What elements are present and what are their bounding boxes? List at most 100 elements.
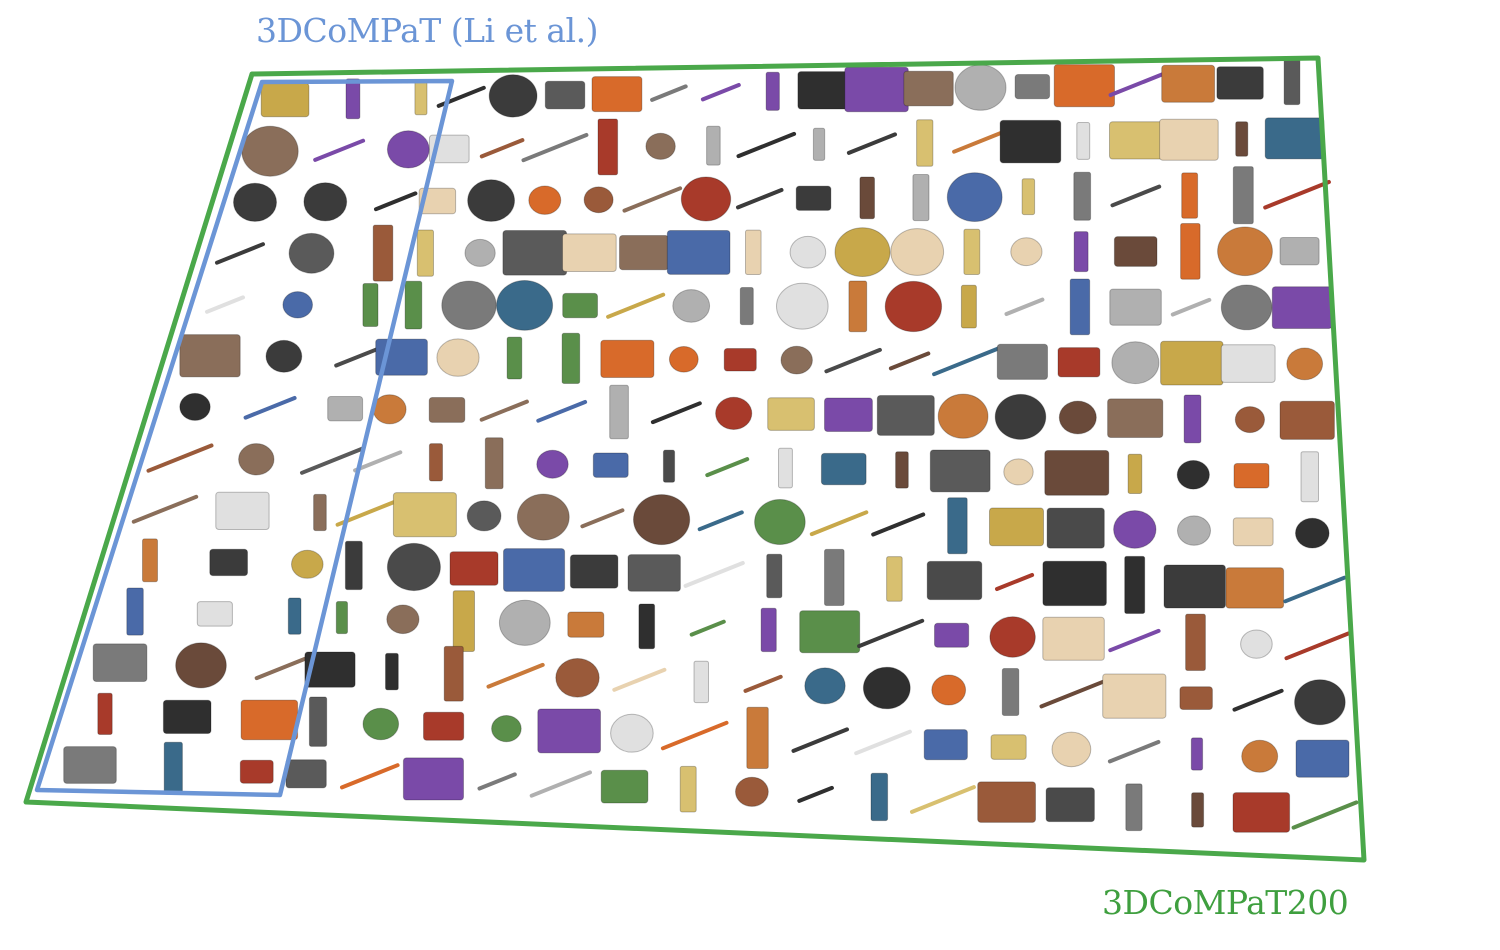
object-thumbnail bbox=[689, 619, 726, 637]
object-thumbnail bbox=[196, 601, 233, 627]
object-thumbnail bbox=[824, 397, 873, 432]
object-thumbnail bbox=[418, 187, 457, 215]
object-thumbnail bbox=[960, 284, 977, 329]
object-thumbnail bbox=[1069, 278, 1091, 336]
object-thumbnail bbox=[466, 500, 502, 532]
object-thumbnail bbox=[679, 765, 697, 813]
object-thumbnail bbox=[209, 548, 249, 577]
object-thumbnail bbox=[1176, 460, 1210, 490]
object-thumbnail bbox=[932, 346, 1000, 377]
object-thumbnail bbox=[1113, 236, 1158, 267]
object-thumbnail bbox=[491, 715, 522, 743]
object-thumbnail bbox=[1279, 400, 1335, 440]
object-thumbnail bbox=[516, 493, 570, 541]
object-thumbnail bbox=[1279, 237, 1320, 266]
object-thumbnail bbox=[555, 658, 600, 698]
object-thumbnail bbox=[340, 763, 400, 790]
object-thumbnail bbox=[739, 287, 754, 326]
object-thumbnail bbox=[766, 553, 783, 599]
object-thumbnail bbox=[668, 346, 699, 373]
object-thumbnail bbox=[848, 280, 868, 333]
object-thumbnail bbox=[1076, 122, 1091, 160]
object-thumbnail bbox=[1051, 731, 1092, 768]
object-thumbnail bbox=[1109, 288, 1162, 326]
object-thumbnail bbox=[282, 291, 314, 319]
object-thumbnail bbox=[650, 84, 688, 102]
object-thumbnail bbox=[1295, 517, 1330, 549]
object-thumbnail bbox=[291, 549, 324, 579]
object-thumbnail bbox=[884, 280, 943, 333]
object-thumbnail bbox=[1284, 631, 1351, 661]
object-thumbnail bbox=[374, 191, 418, 212]
object-thumbnail bbox=[428, 443, 443, 482]
object-thumbnail bbox=[428, 397, 466, 423]
object-thumbnail bbox=[287, 597, 302, 635]
object-thumbnail bbox=[923, 729, 968, 761]
object-thumbnail bbox=[597, 118, 619, 176]
object-thumbnail bbox=[622, 186, 683, 213]
object-thumbnail bbox=[1240, 629, 1273, 659]
object-thumbnail bbox=[479, 138, 525, 159]
object-thumbnail bbox=[612, 667, 667, 692]
object-thumbnail bbox=[1300, 451, 1319, 503]
object-thumbnail bbox=[834, 227, 891, 278]
object-thumbnail bbox=[205, 295, 245, 314]
object-thumbnail bbox=[1220, 284, 1273, 331]
object-thumbnail bbox=[562, 233, 617, 272]
object-thumbnail bbox=[484, 437, 504, 490]
object-thumbnail bbox=[1108, 72, 1164, 97]
object-thumbnail bbox=[260, 82, 310, 118]
object-thumbnail bbox=[765, 71, 780, 111]
object-thumbnail bbox=[791, 727, 849, 753]
object-thumbnail bbox=[1042, 560, 1107, 607]
object-thumbnail bbox=[215, 491, 270, 531]
object-thumbnail bbox=[767, 397, 815, 431]
outer-dataset-label: 3DCoMPaT200 bbox=[1102, 883, 1349, 922]
object-thumbnail bbox=[789, 235, 827, 269]
object-thumbnail bbox=[146, 443, 214, 473]
object-thumbnail bbox=[1180, 223, 1201, 280]
object-thumbnail bbox=[580, 508, 625, 529]
object-thumbnail bbox=[583, 186, 614, 214]
object-thumbnail bbox=[131, 494, 199, 524]
object-thumbnail bbox=[498, 599, 551, 646]
object-thumbnail bbox=[1216, 66, 1264, 100]
object-thumbnail bbox=[895, 451, 909, 489]
object-thumbnail bbox=[890, 228, 945, 276]
object-thumbnail bbox=[569, 554, 619, 589]
object-thumbnail bbox=[638, 603, 656, 650]
object-thumbnail bbox=[304, 651, 356, 688]
object-thumbnail bbox=[1003, 458, 1034, 486]
object-thumbnail bbox=[1283, 575, 1347, 604]
object-thumbnail bbox=[812, 127, 826, 161]
object-thumbnail bbox=[1102, 673, 1167, 719]
object-thumbnail bbox=[999, 119, 1062, 164]
object-thumbnail bbox=[567, 611, 605, 638]
object-thumbnail bbox=[344, 540, 363, 591]
object-thumbnail bbox=[854, 729, 912, 756]
object-thumbnail bbox=[1264, 117, 1325, 160]
object-thumbnail bbox=[591, 76, 643, 113]
object-thumbnail bbox=[1225, 567, 1285, 609]
object-thumbnail bbox=[362, 707, 400, 741]
object-thumbnail bbox=[797, 71, 852, 110]
object-thumbnail bbox=[386, 542, 441, 592]
object-thumbnail bbox=[1044, 450, 1110, 496]
object-thumbnail bbox=[238, 443, 275, 476]
object-thumbnail bbox=[142, 538, 158, 583]
object-thumbnail bbox=[126, 587, 144, 636]
object-thumbnail bbox=[402, 757, 464, 801]
object-thumbnail bbox=[994, 393, 1047, 440]
object-thumbnail bbox=[414, 79, 428, 116]
object-thumbnail bbox=[479, 399, 529, 422]
object-thumbnail bbox=[536, 449, 569, 479]
object-thumbnail bbox=[977, 781, 1037, 823]
object-thumbnail bbox=[1232, 688, 1284, 712]
object-thumbnail bbox=[797, 785, 834, 803]
object-thumbnail bbox=[313, 138, 366, 162]
object-thumbnail bbox=[705, 457, 750, 478]
object-thumbnail bbox=[912, 174, 930, 222]
object-thumbnail bbox=[1170, 297, 1212, 317]
object-thumbnail bbox=[1058, 400, 1097, 435]
